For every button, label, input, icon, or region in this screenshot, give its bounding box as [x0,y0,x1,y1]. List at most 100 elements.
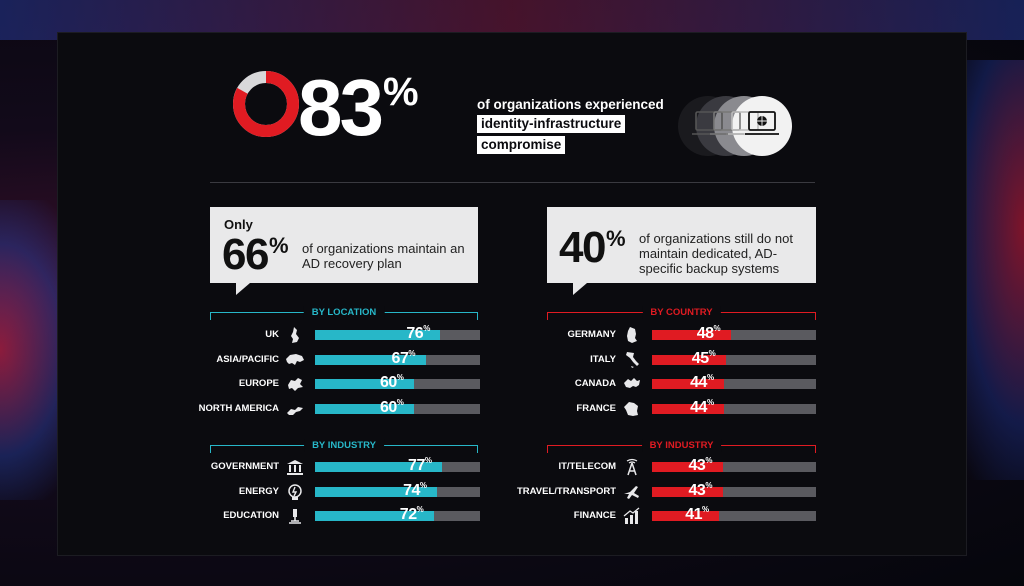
chart-title: BY INDUSTRY [304,439,384,452]
data-label: 43% [688,456,713,476]
data-label-value: 44 [690,398,707,416]
hero-description: of organizations experienced identity-in… [477,97,664,157]
bar-track [652,354,816,365]
category-label: UK [265,329,279,340]
header-tick-left [547,312,548,320]
data-label: 72% [399,505,424,525]
category-label: TRAVEL/TRANSPORT [516,485,616,497]
data-label: 41% [685,505,709,525]
callout-left-symbol: % [268,233,289,258]
data-label: 45% [691,349,716,369]
data-label-value: 41 [685,506,703,523]
data-label-symbol: % [706,397,714,407]
bar-row: CANADA 44% [575,373,816,394]
data-label-symbol: % [705,456,712,465]
bar-row: GOVERNMENT 77% [211,456,480,477]
data-label-value: 45 [691,349,709,367]
category-label: ITALY [590,353,616,365]
callout-right-value: 40 [559,223,606,272]
asia-pacific-map-icon [285,351,305,369]
bar-track [652,379,816,389]
bar [315,486,438,497]
header-tick-left [210,312,211,320]
bar-track [315,462,480,472]
callout-left-percentage: 66% [222,233,289,277]
bar-track [315,403,480,414]
bar-track [652,403,816,414]
bar-track [315,511,480,521]
data-label-value: 74 [403,481,420,499]
callout-left: Only 66% of organizations maintain an AD… [210,207,478,295]
hero-highlight2: compromise [477,136,566,154]
bar [315,330,441,340]
data-label: 43% [689,481,713,501]
data-label: 60% [380,397,404,418]
canada-map-icon [622,375,642,393]
bar-row: ITALY 45% [590,349,816,370]
data-label: 74% [403,480,427,501]
hero-line1: of organizations experienced [477,97,664,112]
bar-row: TRAVEL/TRANSPORT 43% [517,481,816,502]
bar-track [315,379,480,389]
data-label: 44% [690,397,714,418]
category-label: GERMANY [567,329,616,340]
hero-percentage: 83% [298,68,419,148]
data-label-value: 43 [688,457,706,474]
header-tick-left [547,445,548,453]
data-label-value: 60 [380,374,397,391]
bar-row: ENERGY 74% [239,480,480,502]
data-label-symbol: % [419,480,427,490]
data-label: 44% [690,373,714,393]
france-map-icon [622,400,642,418]
callout-right: 40% of organizations still do not mainta… [547,207,816,295]
category-label: GOVERNMENT [210,461,279,472]
callout-right-percentage: 40% [559,226,626,270]
bar-track [652,511,816,521]
bar-row: GERMANY 48% [567,324,816,345]
hero-value: 83 [298,63,384,152]
callout-right-text: of organizations still do not maintain d… [639,231,793,276]
hero-symbol: % [382,70,419,114]
bar-row: IT/TELECOM 43% [558,456,816,477]
data-label-value: 72 [399,506,417,523]
bar-row: ASIA/PACIFIC 67% [216,348,480,370]
chart-2-header: BY COUNTRY [547,306,816,320]
callout-right-symbol: % [605,226,626,251]
laptops-icon [678,96,792,156]
chart-title: BY INDUSTRY [641,439,722,452]
data-label-symbol: % [424,456,432,465]
data-label: 77% [408,456,432,476]
bar-row: FRANCE 44% [576,397,816,419]
callout-left-prefix: Only [224,217,253,232]
category-label: ASIA/PACIFIC [216,353,279,365]
education-microscope-icon [285,507,305,525]
telecom-tower-icon [622,458,642,476]
category-label: EUROPE [238,378,279,389]
bar [315,403,414,414]
data-label: 48% [696,324,721,344]
bar [652,403,725,414]
bar-track [315,330,480,340]
data-label-value: 67 [391,349,409,367]
data-label-symbol: % [408,348,415,358]
chart-3-header: BY INDUSTRY [547,439,816,453]
category-label: NORTH AMERICA [198,402,279,414]
north-america-map-icon [285,400,305,418]
donut-ring-icon [233,71,299,137]
finance-chart-icon [622,507,642,525]
chart-title: BY COUNTRY [642,306,721,319]
category-label: FRANCE [576,402,616,414]
data-label-symbol: % [713,324,721,333]
header-tick-right [477,312,478,320]
bar [652,330,731,340]
chart-title: BY LOCATION [303,306,385,319]
data-label-symbol: % [396,397,404,407]
data-label-value: 48 [696,325,714,342]
bar [652,462,723,472]
category-label: FINANCE [573,510,616,521]
hero-highlight1: identity-infrastructure [477,115,626,133]
divider [210,182,815,183]
bar [652,511,720,521]
germany-map-icon [622,326,642,344]
data-label: 60% [380,373,404,393]
